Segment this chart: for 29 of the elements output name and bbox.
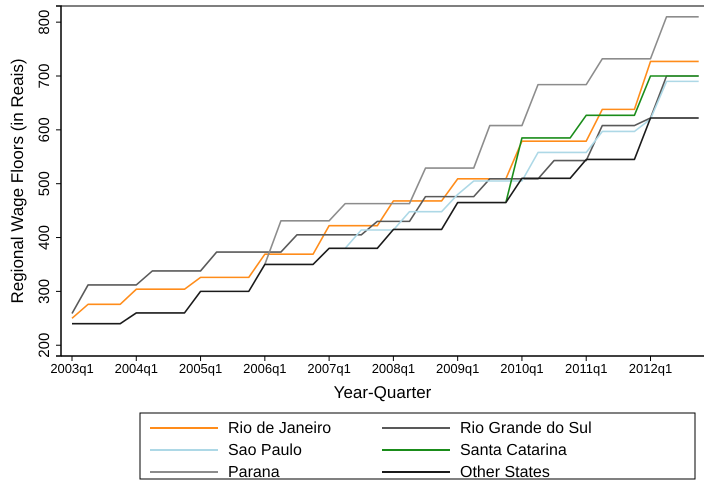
x-axis-title: Year-Quarter xyxy=(334,383,432,402)
y-tick-label: 200 xyxy=(36,332,53,358)
x-tick-label: 2005q1 xyxy=(178,361,222,376)
x-tick-label: 2006q1 xyxy=(243,361,287,376)
legend-label: Other States xyxy=(460,464,550,481)
x-tick-label: 2004q1 xyxy=(114,361,158,376)
line-series xyxy=(505,75,700,204)
line-series xyxy=(264,16,700,266)
legend-label: Sao Paulo xyxy=(228,442,302,459)
y-tick-label: 800 xyxy=(36,10,53,35)
x-tick-label: 2008q1 xyxy=(372,361,416,376)
y-tick-label: 500 xyxy=(36,171,53,196)
y-tick-label: 400 xyxy=(36,225,53,250)
x-tick-label: 2009q1 xyxy=(436,361,480,376)
x-tick-label: 2011q1 xyxy=(565,361,608,376)
y-axis-title: Regional Wage Floors (in Reais) xyxy=(8,58,27,304)
legend-label: Rio Grande do Sul xyxy=(460,420,592,437)
legend-label: Rio de Janeiro xyxy=(228,420,332,437)
line-series xyxy=(344,80,700,250)
y-tick-label: 700 xyxy=(36,63,53,89)
y-tick-label: 600 xyxy=(36,117,53,142)
line-series xyxy=(71,117,700,324)
x-tick-label: 2003q1 xyxy=(50,361,94,376)
legend-label: Parana xyxy=(228,464,280,481)
y-tick-label: 300 xyxy=(36,278,53,304)
x-tick-label: 2010q1 xyxy=(500,361,544,376)
x-tick-label: 2007q1 xyxy=(307,361,351,376)
x-tick-label: 2012q1 xyxy=(628,361,672,376)
legend-label: Santa Catarina xyxy=(460,442,567,459)
